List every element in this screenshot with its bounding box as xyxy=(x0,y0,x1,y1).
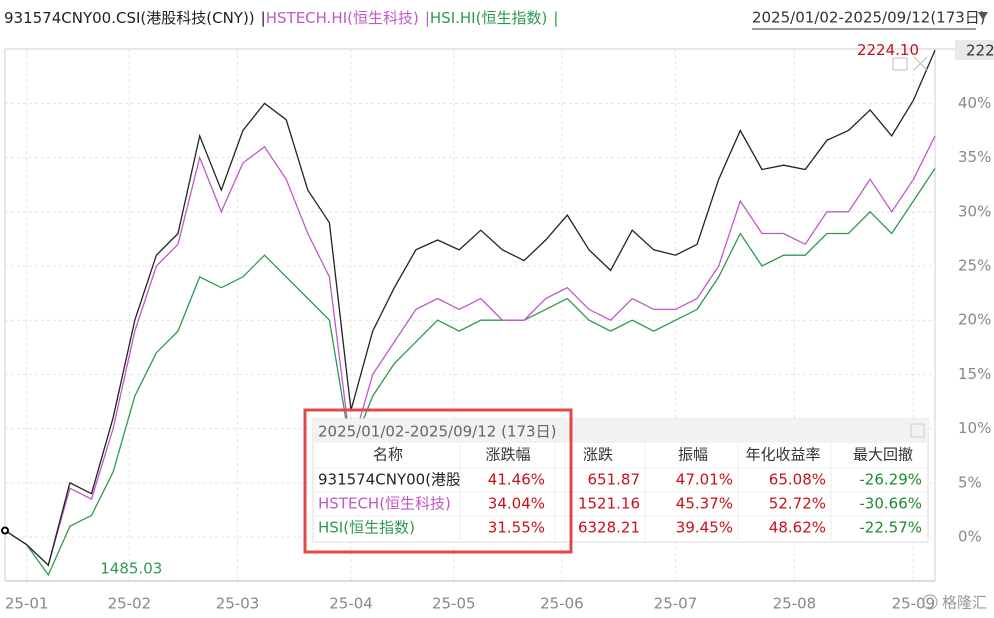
table-title-bar xyxy=(313,419,928,443)
y-tick-label: 20% xyxy=(958,311,991,329)
cell: 34.04% xyxy=(488,495,545,513)
column-header: 最大回撤 xyxy=(853,446,913,464)
cell: 1521.16 xyxy=(578,495,640,513)
legend-separator: | xyxy=(261,9,266,27)
legend-separator: | xyxy=(553,9,558,27)
highlight-box xyxy=(303,408,573,554)
legend-entry[interactable]: HSI.HI(恒生指数) xyxy=(430,9,547,27)
x-tick-label: 25-07 xyxy=(654,595,698,613)
y-tick-label: 30% xyxy=(958,202,991,220)
column-header: 振幅 xyxy=(678,446,708,464)
row-name: 931574CNY00(港股 xyxy=(318,471,461,489)
table-close[interactable] xyxy=(910,423,925,438)
cell: 651.87 xyxy=(588,471,641,489)
cell: -22.57% xyxy=(859,519,922,537)
summary-table: 2025/01/02-2025/09/12 (173日) 名称 涨跌幅 涨跌 振幅 年化收… xyxy=(303,408,929,554)
legend-separator: | xyxy=(425,9,430,27)
annotation: 2224.10 xyxy=(857,41,919,59)
price-badge-box xyxy=(955,40,994,60)
dropdown-arrow[interactable] xyxy=(978,12,988,20)
cell: 41.46% xyxy=(488,471,545,489)
row-name: HSTECH(恒生科技) xyxy=(318,495,451,513)
close-icon[interactable] xyxy=(913,56,928,71)
cell: 6328.21 xyxy=(578,519,640,537)
cell: 65.08% xyxy=(769,471,826,489)
cell: 39.45% xyxy=(676,519,733,537)
legend-header: 931574CNY00.CSI(港股科技(CNY)) |HSTECH.HI(恒生科… xyxy=(4,9,558,27)
x-tick-label: 25-03 xyxy=(216,595,260,613)
y-tick-label: 25% xyxy=(958,257,991,275)
series-line xyxy=(4,168,936,577)
y-tick-label: 35% xyxy=(958,148,991,166)
series-line xyxy=(4,50,936,567)
watermark-logo xyxy=(922,594,938,610)
x-tick-label: 25-02 xyxy=(108,595,152,613)
y-tick-label: 40% xyxy=(958,94,991,112)
x-tick-label: 25-08 xyxy=(773,595,817,613)
annotation: 1485.03 xyxy=(100,559,162,577)
cell: 47.01% xyxy=(676,471,733,489)
series-line xyxy=(4,135,936,567)
column-header: 名称 xyxy=(373,446,403,464)
column-header: 涨跌 xyxy=(583,446,613,464)
cell: -26.29% xyxy=(859,471,922,489)
cell: -30.66% xyxy=(859,495,922,513)
window-icon[interactable] xyxy=(892,57,908,71)
cell: 52.72% xyxy=(769,495,826,513)
x-tick-label: 25-09 xyxy=(892,595,936,613)
x-tick-label: 25-04 xyxy=(329,595,373,613)
legend-entry[interactable]: 931574CNY00.CSI(港股科技(CNY)) xyxy=(4,9,255,27)
y-tick-label: 10% xyxy=(958,419,991,437)
table-title: 2025/01/02-2025/09/12 (173日) xyxy=(318,423,556,441)
cell: 48.62% xyxy=(769,519,826,537)
watermark: 格隆汇 xyxy=(942,594,987,612)
legend-entry[interactable]: HSTECH.HI(恒生科技) xyxy=(266,9,419,27)
x-tick-label: 25-01 xyxy=(5,595,49,613)
y-tick-label: 0% xyxy=(958,528,982,546)
x-tick-label: 25-05 xyxy=(432,595,476,613)
x-tick-label: 25-06 xyxy=(540,595,584,613)
plot: 0% 5% 10% 15% 20% 25% 30% 35% 40% 25-01 25-02 25-03… xyxy=(1,41,991,613)
row-name: HSI(恒生指数) xyxy=(318,519,415,537)
start-marker xyxy=(1,526,9,535)
y-tick-label: 15% xyxy=(958,365,991,383)
column-header: 涨跌幅 xyxy=(485,446,530,464)
date-range[interactable]: 2025/01/02-2025/09/12(173日) xyxy=(752,9,986,27)
column-header: 年化收益率 xyxy=(745,446,820,464)
cell: 45.37% xyxy=(676,495,733,513)
cell: 31.55% xyxy=(488,519,545,537)
y-tick-label: 5% xyxy=(958,473,982,491)
price-badge: 222 xyxy=(966,42,994,60)
